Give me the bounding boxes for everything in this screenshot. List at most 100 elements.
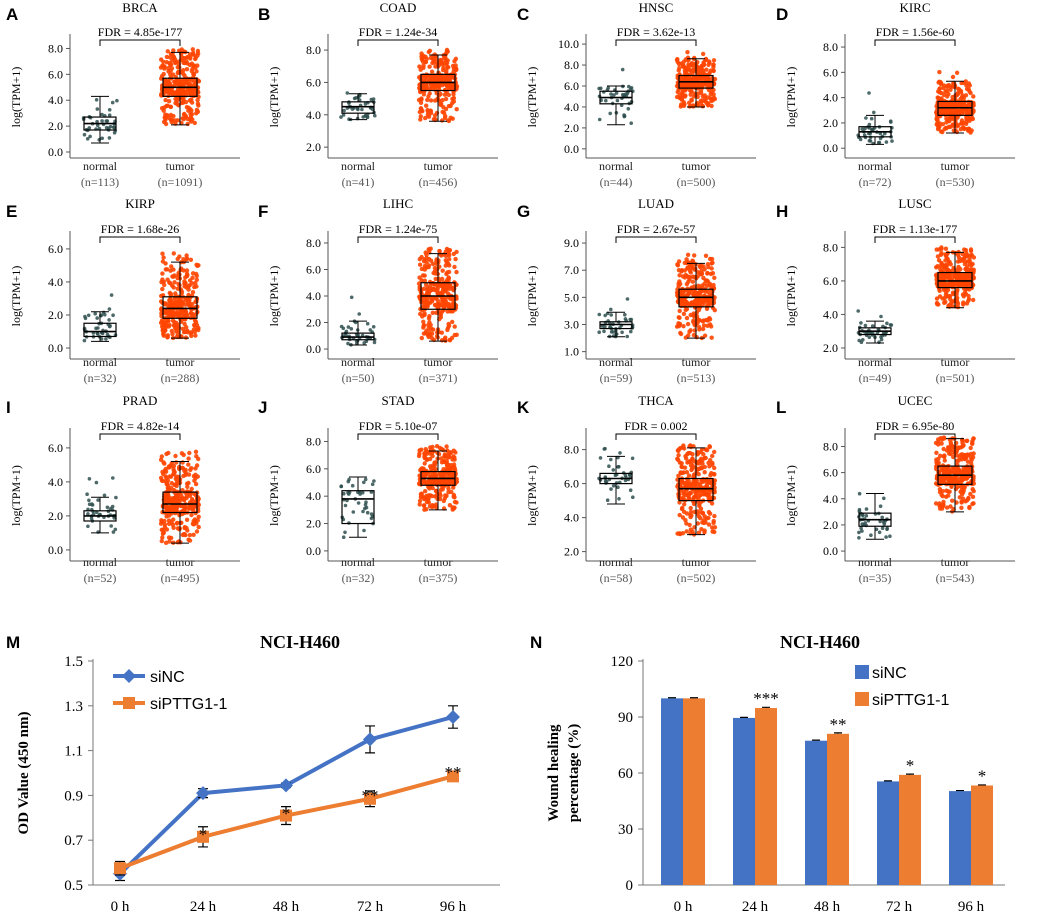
y-tick-label: 0.0 bbox=[564, 142, 579, 156]
data-point-tumor bbox=[971, 501, 976, 506]
boxplot-panel-b: B COAD 2.0 4.0 6.0 8.0 log(TPM+1) FDR = 1.24e-3… bbox=[258, 0, 498, 189]
data-point-normal bbox=[95, 119, 99, 124]
data-point-tumor bbox=[933, 501, 939, 506]
data-point-tumor bbox=[687, 522, 692, 528]
data-point-tumor bbox=[417, 498, 423, 504]
data-point-tumor bbox=[971, 481, 976, 486]
data-point-tumor bbox=[684, 315, 690, 321]
error-bar bbox=[668, 697, 676, 699]
y-tick-label: 2.0 bbox=[823, 341, 838, 355]
data-point-tumor bbox=[187, 52, 192, 57]
panel-label: M bbox=[6, 633, 20, 652]
sample-size-label: (n=1091) bbox=[158, 175, 203, 189]
data-point-tumor bbox=[685, 58, 691, 63]
data-point-tumor bbox=[434, 310, 439, 315]
data-point-normal bbox=[339, 324, 344, 329]
data-point-tumor bbox=[706, 522, 712, 527]
data-point-tumor bbox=[188, 56, 193, 61]
data-point-tumor bbox=[170, 274, 175, 279]
data-point-tumor bbox=[416, 453, 422, 459]
data-point-tumor bbox=[163, 267, 168, 272]
data-point-tumor bbox=[684, 456, 689, 461]
data-point-tumor bbox=[165, 49, 170, 54]
data-point-normal bbox=[100, 119, 104, 123]
bar-sipttg1-1 bbox=[683, 698, 705, 885]
data-point-tumor bbox=[444, 271, 449, 277]
data-point-normal bbox=[629, 317, 634, 322]
data-point-tumor bbox=[451, 69, 456, 74]
data-point-tumor bbox=[962, 456, 968, 461]
y-tick-label: 4.0 bbox=[48, 475, 63, 489]
x-category-label: tumor bbox=[682, 355, 711, 369]
data-point-tumor bbox=[961, 80, 967, 86]
sample-size-label: (n=52) bbox=[84, 571, 117, 585]
y-tick-label: 8.0 bbox=[48, 41, 63, 55]
data-point-tumor bbox=[939, 492, 944, 497]
y-tick-label: 8.0 bbox=[823, 40, 838, 54]
data-point-tumor bbox=[707, 444, 712, 450]
data-point-tumor bbox=[421, 86, 427, 91]
y-tick-label: 0.9 bbox=[64, 788, 83, 804]
data-point-tumor bbox=[195, 474, 200, 479]
data-point-normal bbox=[339, 115, 343, 119]
data-point-tumor bbox=[688, 527, 693, 532]
panel-label: B bbox=[258, 5, 270, 24]
data-point-tumor bbox=[700, 104, 705, 109]
sample-size-label: (n=32) bbox=[342, 571, 375, 585]
data-point-tumor bbox=[186, 472, 192, 477]
data-point-tumor bbox=[708, 96, 713, 101]
data-point-tumor bbox=[172, 482, 177, 488]
data-point-tumor bbox=[184, 256, 190, 261]
data-point-tumor bbox=[690, 274, 696, 279]
data-point-tumor bbox=[692, 253, 697, 258]
data-point-tumor bbox=[165, 113, 170, 118]
data-point-tumor bbox=[683, 518, 688, 523]
data-point-tumor bbox=[685, 274, 690, 279]
data-point-tumor bbox=[175, 256, 180, 262]
significance-bracket bbox=[615, 433, 697, 440]
data-point-tumor bbox=[452, 264, 457, 270]
y-tick-label: 1.0 bbox=[564, 345, 579, 359]
error-bar bbox=[690, 697, 698, 699]
data-point-tumor bbox=[165, 334, 170, 340]
data-point-tumor bbox=[688, 514, 693, 520]
data-point-tumor bbox=[422, 278, 427, 283]
panel-title: KIRC bbox=[899, 0, 930, 15]
data-point-tumor bbox=[446, 278, 451, 284]
data-point-normal bbox=[95, 510, 99, 515]
box-tumor bbox=[162, 491, 198, 514]
data-point-tumor bbox=[169, 264, 174, 269]
data-point-tumor bbox=[709, 266, 714, 271]
data-point-tumor bbox=[417, 502, 422, 507]
data-point-normal bbox=[622, 114, 627, 119]
data-point-tumor bbox=[696, 71, 701, 76]
data-point-tumor bbox=[193, 55, 198, 61]
data-point-tumor bbox=[424, 252, 429, 257]
x-category-label: normal bbox=[858, 555, 893, 569]
sample-size-label: (n=513) bbox=[677, 371, 716, 385]
data-point-tumor bbox=[185, 295, 190, 300]
data-point-tumor bbox=[961, 302, 966, 307]
data-point-tumor bbox=[426, 493, 431, 498]
data-point-tumor bbox=[699, 68, 704, 73]
data-point-normal bbox=[342, 108, 346, 113]
panel-label: K bbox=[517, 398, 530, 417]
data-point-tumor bbox=[189, 330, 194, 335]
panel-title: HNSC bbox=[639, 0, 674, 15]
data-point-normal bbox=[341, 113, 346, 117]
data-point-tumor bbox=[170, 283, 175, 288]
data-point-normal bbox=[888, 323, 893, 327]
data-point-tumor bbox=[442, 289, 447, 294]
chart-title: NCI-H460 bbox=[260, 632, 340, 652]
data-point-tumor bbox=[192, 478, 197, 483]
y-tick-label: 4.0 bbox=[306, 108, 321, 122]
x-tick-label: 24 h bbox=[742, 899, 769, 915]
data-point-normal bbox=[620, 330, 624, 335]
data-point-normal bbox=[82, 338, 87, 343]
data-point-tumor bbox=[956, 87, 962, 92]
data-point-tumor bbox=[433, 276, 438, 282]
sample-size-label: (n=456) bbox=[419, 175, 458, 189]
data-point-tumor bbox=[419, 466, 425, 471]
data-point-tumor bbox=[441, 105, 446, 110]
data-point-tumor bbox=[968, 445, 973, 451]
